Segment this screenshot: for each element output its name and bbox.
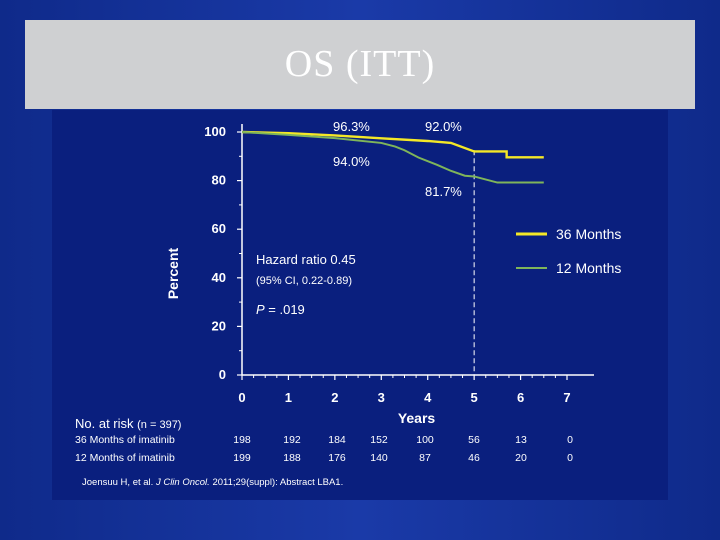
risk-value: 199 [233,452,251,464]
risk-value: 0 [567,452,573,464]
y-axis-label: Percent [165,247,181,299]
risk-n-note: (n = 397) [137,419,182,431]
series-line-12-months [241,131,544,184]
risk-value: 152 [370,434,388,446]
risk-value: 0 [567,434,573,446]
risk-value: 192 [283,434,301,446]
x-axis-label: Years [398,410,436,426]
confidence-interval-text: (95% CI, 0.22-0.89) [256,275,352,287]
citation-author: Joensuu H, et al. [82,477,154,488]
risk-value: 188 [283,452,301,464]
y-tick-label: 40 [212,270,226,285]
y-tick-label: 100 [204,124,226,139]
series-line-36-months [241,130,544,159]
slide-title: OS (ITT) [284,43,436,85]
x-tick-label: 1 [285,390,292,405]
hazard-ratio-text: Hazard ratio 0.45 [256,252,356,267]
annotation-92-0: 92.0% [425,119,462,134]
risk-title-text: No. at risk [75,416,134,431]
risk-value: 13 [515,434,527,446]
p-number: = .019 [265,302,305,317]
citation-journal: J Clin Oncol. [155,477,210,488]
survival-chart: 0 1 2 3 4 5 6 7 0 20 40 60 80 100 Years Percent 36 Month… [165,119,621,426]
annotation-96-3: 96.3% [333,119,370,134]
x-tick-label: 7 [563,390,570,405]
risk-value: 176 [328,452,346,464]
x-tick-label: 2 [331,390,338,405]
risk-value: 100 [416,434,434,446]
risk-value: 198 [233,434,251,446]
risk-value: 20 [515,452,527,464]
legend-label: 12 Months [556,260,621,276]
risk-value: 184 [328,434,346,446]
annotation-94-0: 94.0% [333,154,370,169]
citation: Joensuu H, et al. J Clin Oncol. 2011;29(… [82,477,343,488]
risk-row-label: 12 Months of imatinib [75,452,175,464]
y-tick-label: 60 [212,221,226,236]
y-tick-label: 80 [212,173,226,188]
p-symbol: P [256,302,265,317]
risk-value: 56 [468,434,480,446]
x-tick-label: 3 [378,390,385,405]
x-tick-label: 6 [517,390,524,405]
risk-table-title: No. at risk (n = 397) [75,416,181,431]
risk-row-label: 36 Months of imatinib [75,434,175,446]
risk-value: 140 [370,452,388,464]
risk-value: 46 [468,452,480,464]
x-tick-label: 5 [471,390,478,405]
x-tick-label: 0 [238,390,245,405]
p-value-text: P = .019 [256,302,305,317]
legend-label: 36 Months [556,226,621,242]
y-tick-label: 20 [212,318,226,333]
title-band [25,20,695,109]
x-tick-label: 4 [424,390,432,405]
chart-panel: 0 1 2 3 4 5 6 7 0 20 40 60 80 100 Years Percent 36 Month… [52,110,668,500]
risk-value: 87 [419,452,431,464]
annotation-81-7: 81.7% [425,184,462,199]
y-tick-label: 0 [219,367,226,382]
citation-rest: 2011;29(suppl): Abstract LBA1. [212,477,344,488]
